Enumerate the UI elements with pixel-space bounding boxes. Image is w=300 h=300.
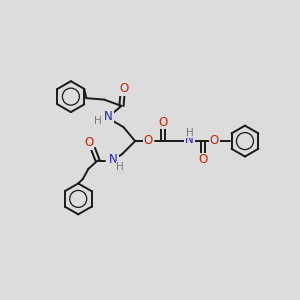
Text: N: N (185, 133, 194, 146)
Text: O: O (119, 82, 128, 95)
Text: H: H (186, 128, 194, 138)
Text: O: O (158, 116, 167, 129)
Text: O: O (198, 153, 207, 167)
Text: H: H (94, 116, 102, 126)
Text: O: O (84, 136, 93, 149)
Text: N: N (109, 154, 118, 166)
Text: H: H (116, 161, 124, 172)
Text: O: O (210, 134, 219, 147)
Text: O: O (144, 134, 153, 147)
Text: N: N (104, 110, 113, 123)
